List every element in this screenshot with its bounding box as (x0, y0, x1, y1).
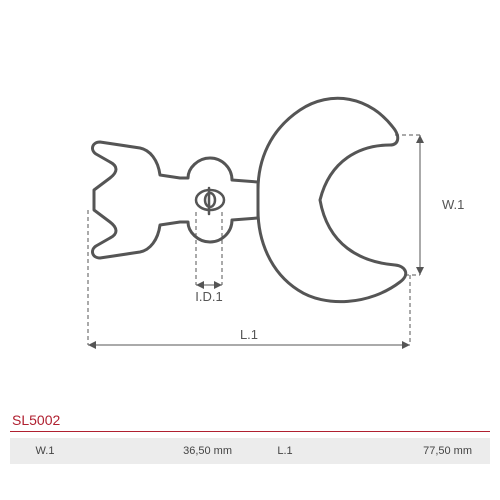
spec-l1-label: L.1 (250, 438, 320, 464)
spec-w1-value: 36,50 mm (80, 438, 250, 464)
svg-text:L.1: L.1 (240, 327, 258, 342)
svg-text:W.1: W.1 (442, 197, 464, 212)
part-outline (93, 98, 406, 301)
part-code-text: SL5002 (12, 412, 60, 428)
spec-w1-label: W.1 (10, 438, 80, 464)
technical-drawing: L.1 W.1 I.D.1 (0, 0, 500, 390)
spec-table: W.1 36,50 mm L.1 77,50 mm (10, 438, 490, 464)
underline (10, 431, 490, 432)
spec-l1-value: 77,50 mm (320, 438, 490, 464)
svg-text:I.D.1: I.D.1 (195, 289, 222, 304)
part-code: SL5002 (12, 412, 60, 428)
